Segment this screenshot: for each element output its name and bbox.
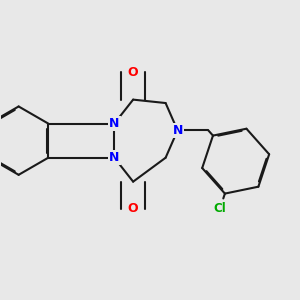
- Text: O: O: [128, 66, 138, 79]
- Text: Cl: Cl: [214, 202, 226, 215]
- Text: N: N: [172, 124, 183, 137]
- Text: N: N: [109, 151, 119, 164]
- Text: N: N: [109, 117, 119, 130]
- Text: O: O: [128, 202, 138, 215]
